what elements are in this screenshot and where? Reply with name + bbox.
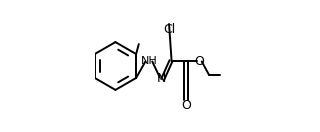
Text: N: N xyxy=(156,72,166,85)
Text: NH: NH xyxy=(141,56,157,67)
Text: Cl: Cl xyxy=(163,23,175,36)
Text: O: O xyxy=(195,55,204,68)
Text: O: O xyxy=(181,99,191,112)
